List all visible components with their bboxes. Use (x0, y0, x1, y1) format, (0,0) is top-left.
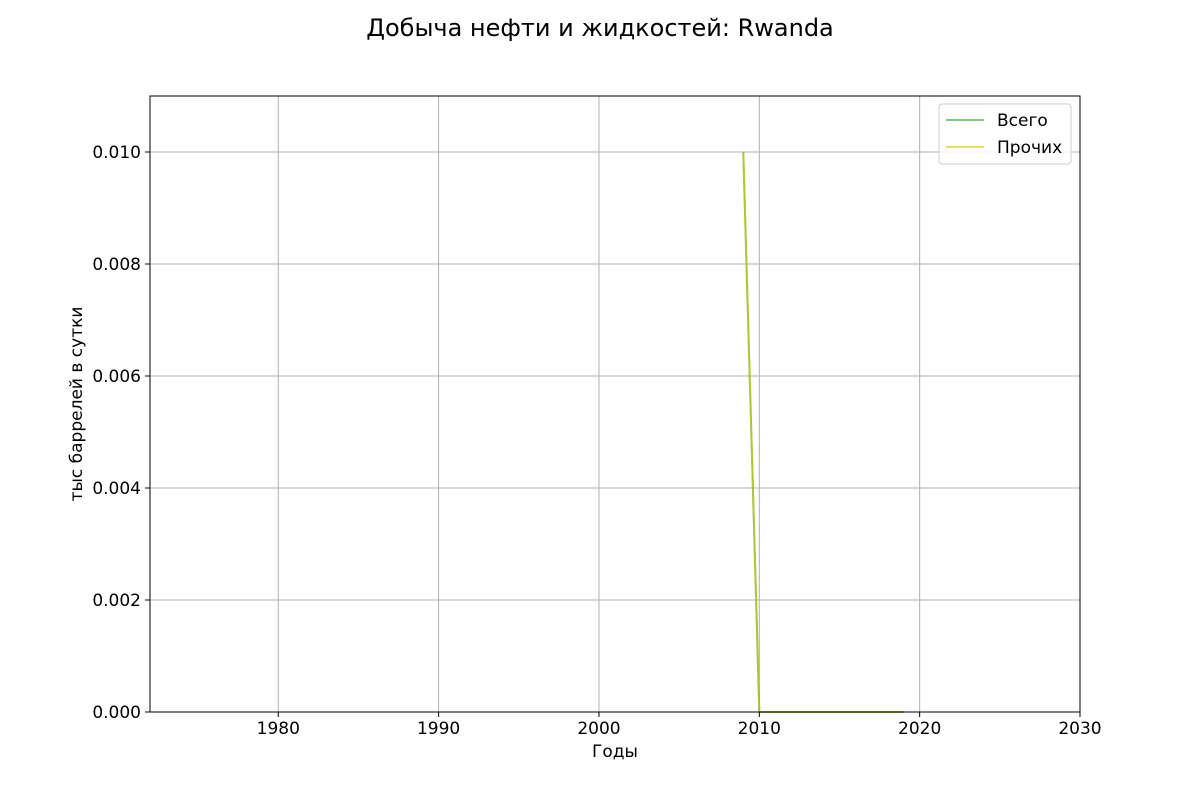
x-tick-label: 1980 (257, 719, 300, 739)
legend-label: Всего (997, 111, 1048, 131)
x-tick-label: 2000 (577, 719, 620, 739)
y-tick-label: 0.000 (92, 703, 141, 723)
x-axis-label: Годы (592, 742, 638, 762)
y-tick-label: 0.008 (92, 255, 141, 275)
plot-frame (149, 95, 1081, 713)
x-tick-label: 2030 (1058, 719, 1101, 739)
x-tick-label: 1990 (417, 719, 460, 739)
x-tick-label: 2020 (898, 719, 941, 739)
chart-title: Добыча нефти и жидкостей: Rwanda (366, 14, 834, 42)
legend: Всего Прочих (938, 103, 1072, 165)
legend-label: Прочих (997, 138, 1062, 158)
y-axis-ticks: 0.000 0.002 0.004 0.006 0.008 0.010 (92, 143, 150, 723)
y-tick-label: 0.002 (92, 591, 141, 611)
y-tick-label: 0.006 (92, 367, 141, 387)
x-axis-ticks: 1980 1990 2000 2010 2020 2030 (257, 712, 1102, 739)
x-tick-label: 2010 (738, 719, 781, 739)
y-tick-label: 0.010 (92, 143, 141, 163)
grid (150, 96, 1081, 713)
y-axis-label: тыс баррелей в сутки (67, 307, 87, 502)
y-tick-label: 0.004 (92, 479, 141, 499)
